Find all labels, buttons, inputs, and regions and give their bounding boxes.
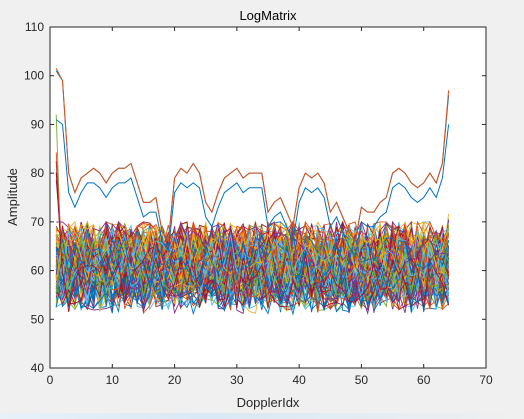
y-axis-ticks: 40 50 60 70 80 90 100 110 xyxy=(24,20,486,375)
noise-series-line xyxy=(55,225,449,287)
y-tick-label: 40 xyxy=(31,361,45,375)
x-tick-label: 30 xyxy=(230,373,244,387)
series-line-2 xyxy=(55,119,450,258)
x-tick-label: 50 xyxy=(355,373,369,387)
plot-background xyxy=(50,27,486,368)
y-tick-label: 110 xyxy=(25,20,44,34)
noise-series-line xyxy=(55,221,450,279)
y-axis-label: Amplitude xyxy=(5,168,20,226)
noise-series-line xyxy=(55,172,450,309)
x-axis-label: DopplerIdx xyxy=(237,395,300,410)
series-line-1 xyxy=(55,68,450,243)
y-tick-label: 100 xyxy=(24,69,44,83)
x-tick-label: 10 xyxy=(106,373,120,387)
x-tick-label: 40 xyxy=(292,373,306,387)
y-tick-label: 90 xyxy=(31,117,45,131)
x-axis-ticks: 0 10 20 30 40 50 60 70 xyxy=(47,27,493,387)
noise-series-line xyxy=(55,221,450,280)
noise-series-line xyxy=(55,236,450,292)
noise-series-line xyxy=(55,231,449,288)
x-tick-label: 60 xyxy=(417,373,431,387)
chart-title: LogMatrix xyxy=(239,8,297,23)
window-bottom-strip xyxy=(0,413,524,419)
plot-frame xyxy=(49,26,487,369)
y-tick-label: 50 xyxy=(31,312,45,326)
x-tick-label: 70 xyxy=(479,373,493,387)
noise-series-group xyxy=(55,114,450,316)
y-tick-label: 80 xyxy=(31,166,45,180)
noise-series-line xyxy=(55,244,449,301)
noise-series-line xyxy=(55,239,450,298)
x-tick-label: 0 xyxy=(47,373,54,387)
noise-series-line xyxy=(55,226,450,286)
series-group xyxy=(55,68,450,258)
y-tick-label: 70 xyxy=(31,215,45,229)
x-tick-label: 20 xyxy=(168,373,182,387)
y-tick-label: 60 xyxy=(31,264,45,278)
noise-series-line xyxy=(55,233,449,292)
noise-series-line xyxy=(55,232,450,293)
